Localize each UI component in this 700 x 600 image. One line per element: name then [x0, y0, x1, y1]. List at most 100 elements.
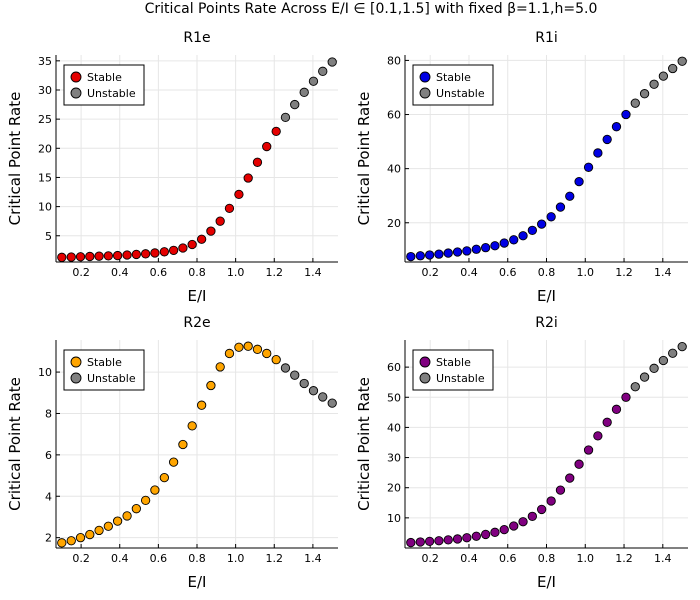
data-point	[206, 380, 216, 391]
x-tick-label: 1.2	[266, 552, 284, 565]
data-point	[243, 341, 253, 351]
data-point	[280, 363, 291, 373]
data-point	[452, 534, 463, 544]
data-point	[415, 537, 425, 547]
y-tick-label: 20	[38, 142, 52, 155]
legend: Stable Unstable	[412, 349, 494, 391]
data-point	[112, 250, 123, 261]
series-stable	[406, 109, 631, 262]
legend-marker	[419, 372, 431, 384]
data-point	[649, 79, 659, 89]
data-point	[649, 363, 659, 373]
data-point	[583, 445, 594, 455]
data-point	[94, 251, 104, 261]
y-axis-label: Critical Point Rate	[355, 92, 373, 226]
data-point	[668, 63, 678, 74]
y-tick-label: 30	[387, 452, 401, 465]
data-point	[252, 344, 263, 354]
legend-label: Stable	[87, 71, 122, 84]
legend-marker	[70, 87, 82, 99]
y-axis-label: Critical Point Rate	[355, 377, 373, 511]
data-point	[621, 109, 631, 120]
legend-label: Stable	[436, 71, 471, 84]
data-point	[131, 249, 142, 260]
data-point	[555, 485, 566, 495]
data-point	[308, 76, 319, 86]
data-point	[57, 252, 67, 262]
data-point	[471, 244, 481, 254]
legend-box	[63, 349, 145, 391]
data-point	[527, 511, 537, 521]
x-tick-label: 0.4	[111, 552, 129, 565]
data-point	[290, 99, 300, 110]
x-axis-label: E/I	[188, 287, 207, 305]
data-point	[187, 421, 197, 431]
data-point	[168, 245, 179, 255]
data-point	[434, 249, 444, 259]
data-point	[85, 251, 95, 262]
y-tick-label: 25	[38, 113, 52, 126]
x-tick-label: 0.6	[150, 266, 168, 279]
data-point	[215, 216, 225, 226]
data-point	[677, 341, 687, 352]
legend-marker	[419, 87, 431, 99]
data-point	[271, 126, 281, 137]
data-point	[66, 252, 76, 262]
y-tick-label: 5	[45, 230, 52, 243]
data-point	[112, 516, 123, 526]
x-tick-label: 1.4	[304, 266, 322, 279]
data-point	[159, 247, 170, 257]
y-tick-label: 10	[38, 366, 52, 379]
y-axis-label: Critical Point Rate	[6, 377, 24, 511]
data-point	[621, 392, 631, 402]
data-point	[658, 355, 669, 366]
subplot-1: 0.2 0.4 0.6 0.8 1.0 1.2 1.4 5 10 15 20 25 30 35 R1e E/I…	[6, 30, 338, 305]
legend-marker	[70, 356, 82, 368]
data-point	[509, 235, 519, 245]
x-tick-label: 0.8	[538, 266, 556, 279]
data-point	[327, 57, 337, 67]
data-point	[574, 176, 584, 187]
x-tick-label: 1.4	[654, 552, 672, 565]
legend: Stable Unstable	[412, 64, 494, 106]
data-point	[658, 71, 669, 81]
data-point	[75, 252, 86, 262]
y-tick-label: 15	[38, 171, 52, 184]
data-point	[406, 251, 416, 262]
legend-label: Stable	[436, 356, 471, 369]
data-point	[103, 251, 113, 261]
data-point	[318, 392, 328, 402]
y-tick-label: 2	[45, 532, 52, 545]
data-point	[224, 348, 235, 359]
data-point	[602, 134, 612, 145]
x-tick-label: 0.6	[499, 552, 517, 565]
data-point	[471, 531, 481, 541]
data-point	[224, 203, 235, 214]
series-unstable	[630, 341, 687, 392]
series-stable	[57, 126, 281, 262]
data-point	[168, 457, 179, 467]
legend-label: Unstable	[87, 372, 136, 385]
x-tick-label: 0.8	[188, 552, 206, 565]
legend-box	[412, 349, 494, 391]
data-point	[443, 535, 453, 545]
x-tick-label: 1.0	[227, 266, 245, 279]
data-point	[499, 238, 509, 248]
data-point	[480, 243, 491, 253]
data-point	[452, 247, 463, 257]
data-point	[299, 378, 309, 389]
data-point	[537, 504, 547, 515]
subplot-title: R1e	[183, 30, 210, 46]
subplot-4: 0.2 0.4 0.6 0.8 1.0 1.2 1.4 10 20 30 40 50 60 R2i E/I C…	[355, 315, 688, 591]
series-unstable	[280, 57, 337, 123]
x-tick-label: 0.2	[72, 266, 90, 279]
data-point	[150, 248, 160, 258]
y-tick-label: 35	[38, 55, 52, 68]
series-stable	[406, 392, 631, 548]
panel-grid: 0.2 0.4 0.6 0.8 1.0 1.2 1.4 5 10 15 20 25 30 35 R1e E/I…	[6, 30, 688, 591]
legend-box	[63, 64, 145, 106]
y-tick-label: 30	[38, 84, 52, 97]
subplot-3: 0.2 0.4 0.6 0.8 1.0 1.2 1.4 2 4 6 8 10 R2e E/I Critica…	[6, 315, 338, 591]
x-tick-label: 1.2	[266, 266, 284, 279]
